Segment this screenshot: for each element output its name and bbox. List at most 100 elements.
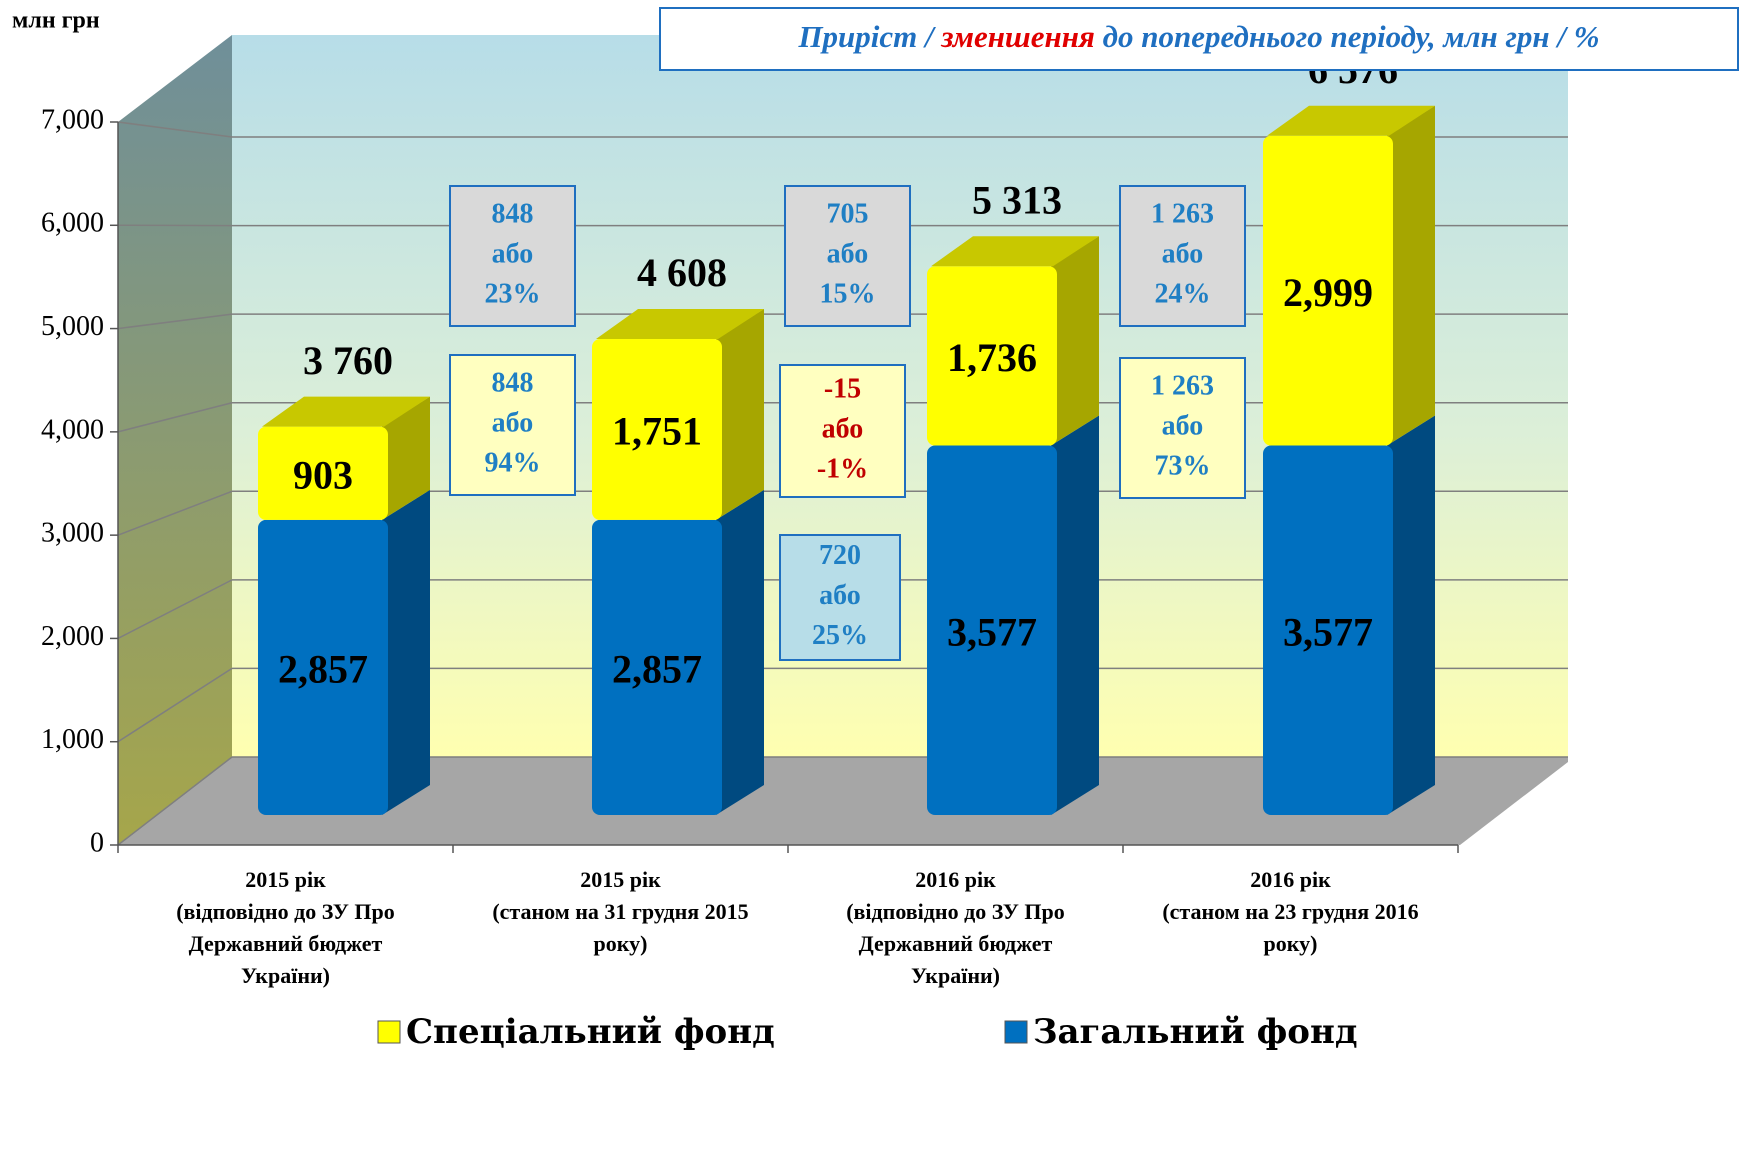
annotation-box bbox=[1119, 357, 1246, 499]
annotation-box bbox=[779, 534, 901, 661]
bars: 2,857 903 3 760 2,857 1,751 4 608 3,577 1,736 5 … bbox=[258, 47, 1435, 815]
chart-title: Приріст / зменшення до попереднього пері… bbox=[797, 19, 1599, 54]
value-label: 3,577 bbox=[1283, 609, 1373, 654]
x-tick-label: 2016 рік bbox=[1250, 867, 1331, 892]
annotation-text: або bbox=[819, 580, 861, 611]
side-grid-line bbox=[117, 490, 233, 536]
total-label: 3 760 bbox=[303, 338, 393, 383]
y-tick-label: 0 bbox=[90, 827, 104, 858]
title-part: зменшення bbox=[940, 19, 1095, 54]
bar-side bbox=[382, 396, 430, 520]
x-tick-label: Державний бюджет bbox=[859, 931, 1053, 956]
annotation-text: 25% bbox=[812, 620, 868, 651]
annotation-box bbox=[449, 185, 576, 327]
bar bbox=[927, 445, 1057, 815]
total-label: 5 313 bbox=[972, 177, 1062, 222]
bar-side bbox=[716, 309, 764, 520]
value-label: 1,736 bbox=[947, 335, 1037, 380]
bar-side bbox=[1051, 415, 1099, 815]
x-tick-label: (станом на 23 грудня 2016 bbox=[1162, 899, 1418, 924]
value-label: 903 bbox=[293, 452, 353, 497]
x-tick-label: Державний бюджет bbox=[189, 931, 383, 956]
bar bbox=[592, 339, 722, 520]
floor bbox=[118, 757, 1568, 845]
x-tick-label: України) bbox=[911, 963, 1000, 988]
bar-top bbox=[931, 236, 1099, 267]
bar bbox=[258, 426, 388, 520]
annotation-text: 1 263 bbox=[1151, 370, 1214, 401]
side-grid-line bbox=[117, 756, 233, 846]
x-tick-label: України) bbox=[241, 963, 330, 988]
side-grid-line bbox=[117, 313, 233, 330]
bar bbox=[592, 519, 722, 815]
y-tick-label: 2,000 bbox=[41, 621, 104, 652]
legend-label: Загальний фонд bbox=[1033, 1012, 1358, 1052]
title-box bbox=[659, 7, 1739, 71]
annotation-text: 848 bbox=[492, 367, 534, 398]
x-tick-label: (відповідно до ЗУ Про bbox=[846, 899, 1065, 924]
annotation-text: або bbox=[827, 238, 869, 269]
bar-top bbox=[596, 309, 764, 340]
bar-top bbox=[1267, 105, 1435, 136]
annotation-text: або bbox=[492, 238, 534, 269]
bar-side bbox=[716, 489, 764, 815]
annotation-box bbox=[1119, 185, 1246, 327]
annotation-text: 94% bbox=[485, 447, 541, 478]
bar-side bbox=[1051, 236, 1099, 446]
annotation-text: 705 bbox=[827, 198, 869, 229]
annotation-box bbox=[784, 185, 911, 327]
bar-side bbox=[382, 489, 430, 815]
side-grid-line bbox=[117, 579, 233, 640]
title-part: до попереднього періоду, млн грн / % bbox=[1095, 19, 1600, 54]
bar-side bbox=[1387, 415, 1435, 815]
annotation-text: 1 263 bbox=[1151, 198, 1214, 229]
annotation-text: 15% bbox=[820, 278, 876, 309]
title-part: Приріст / bbox=[797, 19, 941, 54]
x-tick-label: 2016 рік bbox=[915, 867, 996, 892]
annotation-box bbox=[779, 364, 906, 498]
annotation-text: -1% bbox=[817, 453, 868, 484]
legend-label: Спеціальний фонд bbox=[406, 1012, 775, 1052]
side-grid-line bbox=[117, 401, 233, 433]
y-tick-label: 6,000 bbox=[41, 208, 104, 239]
y-tick-label: 5,000 bbox=[41, 311, 104, 342]
value-label: 2,857 bbox=[612, 647, 702, 692]
side-grid-line bbox=[117, 121, 233, 138]
annotation-text: 23% bbox=[485, 278, 541, 309]
annotation-text: 720 bbox=[819, 540, 861, 571]
x-tick-label: 2015 рік bbox=[580, 867, 661, 892]
annotation-text: або bbox=[1162, 410, 1204, 441]
x-tick-label: (станом на 31 грудня 2015 bbox=[492, 899, 748, 924]
annotation-text: або bbox=[492, 407, 534, 438]
x-tick-label: року) bbox=[594, 931, 648, 956]
bar bbox=[1263, 135, 1393, 446]
bar bbox=[1263, 445, 1393, 815]
annotation-box bbox=[449, 354, 576, 496]
legend-swatch bbox=[1004, 1020, 1028, 1044]
x-tick-label: року) bbox=[1264, 931, 1318, 956]
annotation-text: 73% bbox=[1155, 450, 1211, 481]
side-grid-line bbox=[117, 667, 233, 743]
value-label: 2,999 bbox=[1283, 270, 1373, 315]
annotation-text: або bbox=[1162, 238, 1204, 269]
legend-swatch bbox=[377, 1020, 401, 1044]
y-tick-label: 3,000 bbox=[41, 518, 104, 549]
annotation-text: 848 bbox=[492, 198, 534, 229]
annotation-text: або bbox=[822, 413, 864, 444]
y-tick-label: 1,000 bbox=[41, 724, 104, 755]
value-label: 3,577 bbox=[947, 609, 1037, 654]
side-wall bbox=[118, 35, 232, 845]
total-label: 4 608 bbox=[637, 250, 727, 295]
x-tick-label: 2015 рік bbox=[245, 867, 326, 892]
y-tick-label: 7,000 bbox=[41, 104, 104, 135]
value-label: 1,751 bbox=[612, 409, 702, 454]
x-tick-label: (відповідно до ЗУ Про bbox=[176, 899, 395, 924]
value-label: 2,857 bbox=[278, 647, 368, 692]
annotation-text: 24% bbox=[1155, 278, 1211, 309]
bar-top bbox=[262, 396, 430, 427]
y-axis-label: млн грн bbox=[12, 8, 100, 34]
bar bbox=[258, 519, 388, 815]
annotation-text: -15 bbox=[824, 373, 861, 404]
bar-side bbox=[1387, 105, 1435, 446]
